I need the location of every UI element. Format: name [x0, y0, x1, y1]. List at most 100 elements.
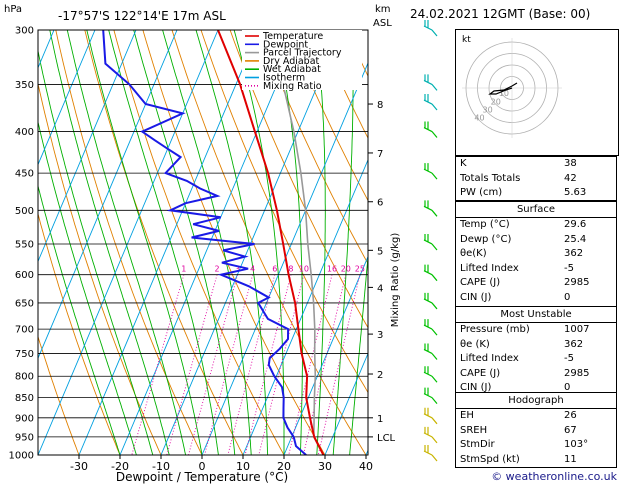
- isotherm-line: [324, 352, 368, 455]
- table-row: Pressure (mb) 1007: [456, 323, 616, 338]
- row-value: 5.63: [564, 187, 587, 199]
- pressure-tick-label: 550: [15, 239, 34, 250]
- row-value: 25.4: [564, 233, 587, 245]
- table-row: StmDir 103°: [456, 438, 616, 453]
- km-tick-label: 7: [377, 149, 383, 160]
- hpa-label: hPa: [4, 4, 22, 15]
- row-label: CIN (J): [460, 382, 492, 394]
- dry-adiabat-line: [258, 30, 368, 265]
- wind-barb: [423, 264, 438, 282]
- table-row: θe (K) 362: [456, 338, 616, 353]
- isotherm-line: [201, 61, 368, 455]
- wet-adiabat-line: [66, 30, 187, 455]
- mixing-ratio-label: 8: [288, 265, 293, 274]
- mixing-ratio-label: 25: [355, 265, 365, 274]
- indices-table: K 38 Totals Totals 42 PW (cm) 5.63: [455, 156, 617, 201]
- legend-label: Temperature: [262, 31, 323, 42]
- row-label: CAPE (J): [460, 367, 501, 379]
- most-unstable-table: Most Unstable Pressure (mb) 1007 θe (K) 362 L…: [455, 306, 617, 397]
- wind-barb: [423, 20, 438, 37]
- dry-adiabat-line: [38, 81, 162, 455]
- table-row: Lifted Index -5: [456, 352, 616, 367]
- table-row: CAPE (J) 2985: [456, 276, 616, 291]
- mixing-ratio-label: 3: [235, 265, 240, 274]
- table-row: Lifted Index -5: [456, 262, 616, 277]
- mixing-ratio-label: 16: [327, 265, 337, 274]
- wind-barb: [423, 319, 438, 336]
- row-value: 1007: [564, 324, 590, 335]
- row-label: EH: [460, 410, 474, 421]
- pressure-tick-label: 650: [15, 298, 34, 309]
- km-label: km: [375, 4, 391, 15]
- legend-label: Dry Adiabat: [263, 56, 320, 67]
- hodograph-trace: [488, 82, 518, 95]
- legend-label: Parcel Trajectory: [263, 48, 342, 59]
- row-value: 11: [564, 453, 577, 465]
- mixing-ratio-line: [204, 274, 254, 455]
- mixing-ratio-line: [166, 274, 218, 455]
- hodograph-ring-label: 30: [483, 105, 493, 114]
- hodograph-ring-label: 20: [491, 97, 501, 106]
- legend-label: Dewpoint: [263, 39, 308, 50]
- mixing-ratio-axis-title: Mixing Ratio (g/kg): [390, 233, 401, 328]
- temperature-tick-label: 40: [359, 460, 373, 473]
- row-value: 0: [564, 291, 571, 303]
- copyright-text: © weatheronline.co.uk: [491, 470, 617, 483]
- row-value: 67: [564, 424, 577, 436]
- dry-adiabat-line: [38, 335, 80, 455]
- km-tick-label: 5: [377, 246, 383, 257]
- row-label: CIN (J): [460, 291, 492, 303]
- row-label: Temp (°C): [460, 219, 510, 230]
- wind-barb: [423, 233, 438, 251]
- row-value: 103°: [564, 439, 589, 451]
- wind-barb: [423, 200, 438, 217]
- hodograph-ring-label: 10: [499, 89, 509, 98]
- wind-barb: [423, 121, 438, 138]
- pressure-tick-label: 450: [15, 169, 34, 180]
- row-value: 26: [564, 410, 577, 421]
- wind-barb: [423, 94, 438, 111]
- mixing-ratio-label: 6: [272, 265, 277, 274]
- wind-barb: [423, 292, 438, 310]
- temperature-tick-label: 10: [236, 460, 250, 473]
- isotherms: [38, 30, 368, 455]
- row-label: PW (cm): [460, 187, 503, 199]
- row-label: θe(K): [460, 248, 487, 260]
- row-label: SREH: [460, 424, 488, 436]
- wet-adiabat-line: [38, 48, 154, 455]
- km-tick-label: 8: [377, 100, 383, 111]
- wet-adiabat-line: [315, 30, 326, 455]
- table-row: PW (cm) 5.63: [456, 186, 616, 201]
- wind-barb: [423, 407, 438, 425]
- row-label: Lifted Index: [460, 262, 519, 274]
- asl-label: ASL: [373, 18, 392, 29]
- table-row: θe(K) 362: [456, 247, 616, 262]
- wind-barb: [423, 163, 438, 180]
- pressure-tick-label: 950: [15, 432, 34, 443]
- isotherm-line: [242, 158, 368, 455]
- row-value: 42: [564, 172, 577, 184]
- km-tick-label: 1: [377, 414, 383, 425]
- mixing-ratio-label: 20: [341, 265, 351, 274]
- pressure-tick-label: 350: [15, 80, 34, 91]
- table-title: Surface: [456, 202, 616, 218]
- dry-adiabat-line: [55, 30, 203, 455]
- hodograph-stats-table: Hodograph EH 26 SREH 67 StmDir 103° StmSpd (kt)…: [455, 392, 617, 468]
- table-row: Temp (°C) 29.6: [456, 218, 616, 233]
- x-axis-title: Dewpoint / Temperature (°C): [116, 470, 288, 484]
- mixing-ratio-label: 4: [250, 265, 255, 274]
- row-label: Totals Totals: [460, 172, 521, 184]
- pressure-tick-label: 500: [15, 206, 34, 217]
- row-label: Dewp (°C): [460, 233, 512, 245]
- table-row: CIN (J) 0: [456, 291, 616, 306]
- km-tick-label: 6: [377, 198, 383, 209]
- row-label: CAPE (J): [460, 277, 501, 289]
- mixing-ratio-line: [131, 274, 185, 455]
- wind-barbs: [423, 20, 438, 462]
- table-title: Most Unstable: [456, 307, 616, 323]
- temperature-tick-label: -30: [70, 460, 88, 473]
- mixing-ratio-label: 10: [299, 265, 309, 274]
- datetime-label: 24.02.2021 12GMT (Base: 00): [410, 7, 591, 21]
